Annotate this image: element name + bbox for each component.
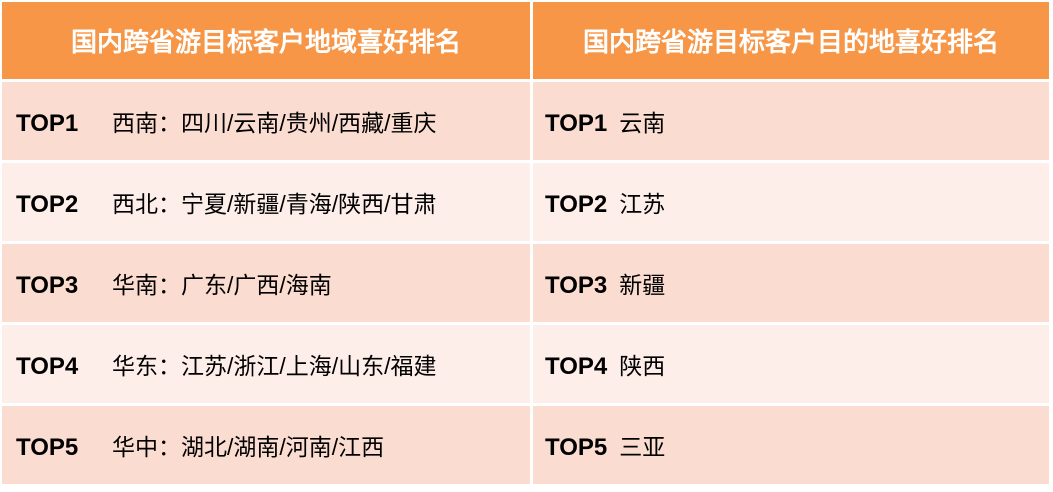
region-text: 西北：宁夏/新疆/青海/陕西/甘肃 xyxy=(112,191,437,217)
destination-text: 陕西 xyxy=(619,353,666,379)
destination-text: 三亚 xyxy=(619,434,666,460)
rank-label: TOP2 xyxy=(16,191,79,218)
table-row: TOP4 华东：江苏/浙江/上海/山东/福建 TOP4 陕西 xyxy=(2,325,1049,403)
destination-cell: TOP3 新疆 xyxy=(533,244,1049,322)
destination-cell: TOP1 云南 xyxy=(533,82,1049,160)
rank-label: TOP3 xyxy=(16,272,79,299)
header-region-preference: 国内跨省游目标客户地域喜好排名 xyxy=(2,2,530,79)
region-cell: TOP3 华南：广东/广西/海南 xyxy=(2,244,530,322)
destination-cell: TOP4 陕西 xyxy=(533,325,1049,403)
rank-label: TOP2 xyxy=(545,191,608,218)
region-cell: TOP1 西南：四川/云南/贵州/西藏/重庆 xyxy=(2,82,530,160)
destination-cell: TOP2 江苏 xyxy=(533,163,1049,241)
table-row: TOP1 西南：四川/云南/贵州/西藏/重庆 TOP1 云南 xyxy=(2,82,1049,160)
rank-label: TOP5 xyxy=(16,434,79,461)
region-text: 西南：四川/云南/贵州/西藏/重庆 xyxy=(112,110,437,136)
table-row: TOP2 西北：宁夏/新疆/青海/陕西/甘肃 TOP2 江苏 xyxy=(2,163,1049,241)
destination-text: 江苏 xyxy=(619,191,666,217)
table-row: TOP5 华中：湖北/湖南/河南/江西 TOP5 三亚 xyxy=(2,406,1049,484)
region-text: 华中：湖北/湖南/河南/江西 xyxy=(112,434,385,460)
region-cell: TOP2 西北：宁夏/新疆/青海/陕西/甘肃 xyxy=(2,163,530,241)
region-cell: TOP5 华中：湖北/湖南/河南/江西 xyxy=(2,406,530,484)
destination-text: 云南 xyxy=(619,110,666,136)
header-row: 国内跨省游目标客户地域喜好排名 国内跨省游目标客户目的地喜好排名 xyxy=(2,2,1049,79)
region-text: 华东：江苏/浙江/上海/山东/福建 xyxy=(112,353,437,379)
header-destination-preference: 国内跨省游目标客户目的地喜好排名 xyxy=(533,2,1049,79)
destination-text: 新疆 xyxy=(619,272,666,298)
table-row: TOP3 华南：广东/广西/海南 TOP3 新疆 xyxy=(2,244,1049,322)
destination-cell: TOP5 三亚 xyxy=(533,406,1049,484)
region-text: 华南：广东/广西/海南 xyxy=(112,272,332,298)
region-cell: TOP4 华东：江苏/浙江/上海/山东/福建 xyxy=(2,325,530,403)
rank-label: TOP4 xyxy=(545,353,608,380)
rank-label: TOP1 xyxy=(16,110,79,137)
rank-label: TOP1 xyxy=(545,110,608,137)
rank-label: TOP4 xyxy=(16,353,79,380)
rank-label: TOP5 xyxy=(545,434,608,461)
rank-label: TOP3 xyxy=(545,272,608,299)
